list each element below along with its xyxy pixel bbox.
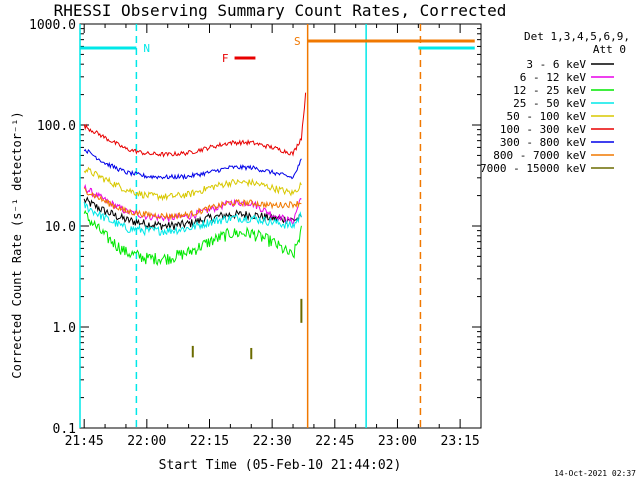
flags-group: N F S [80, 35, 475, 65]
y-axis-label: Corrected Count Rate (s⁻¹ detector⁻¹) [10, 111, 24, 378]
legend-label: 25 - 50 keV [513, 97, 586, 110]
legend-label: 800 - 7000 keV [493, 149, 586, 162]
series-line-6 [83, 148, 302, 181]
y-tick-label: 0.1 [53, 422, 76, 437]
legend-header-line1: Det 1,3,4,5,6,9, [524, 30, 630, 43]
legend-label: 12 - 25 keV [513, 84, 586, 97]
legend-label: 3 - 6 keV [526, 58, 586, 71]
series-group [83, 92, 307, 360]
x-tick-label: 21:45 [65, 434, 104, 449]
legend-label: 6 - 12 keV [520, 71, 587, 84]
x-tick-label: 22:45 [315, 434, 354, 449]
series-line-2 [83, 209, 302, 267]
flag-label-s: S [294, 35, 301, 48]
y-tick-label: 10.0 [45, 220, 76, 235]
x-tick-label: 22:15 [190, 434, 229, 449]
legend-label: 50 - 100 keV [507, 110, 587, 123]
legend-label: 300 - 800 keV [500, 136, 586, 149]
flag-label-f: F [222, 52, 229, 65]
series-line-4 [83, 166, 302, 202]
chart-title: RHESSI Observing Summary Count Rates, Co… [54, 1, 507, 20]
x-tick-label: 22:30 [253, 434, 292, 449]
y-tick-label: 1000.0 [29, 18, 76, 33]
x-tick-label: 23:00 [378, 434, 417, 449]
x-tick-label: 23:15 [441, 434, 480, 449]
y-tick-label: 1.0 [53, 321, 76, 336]
series-line-7 [83, 187, 302, 221]
x-axis-label: Start Time (05-Feb-10 21:44:02) [159, 458, 402, 473]
y-tick-label: 100.0 [37, 119, 76, 134]
legend-label: 7000 - 15000 keV [480, 162, 586, 175]
series-line-3 [83, 201, 302, 237]
footer-date: 14-Oct-2021 02:37 [554, 469, 636, 478]
legend-header-line2: Att 0 [593, 43, 626, 56]
series-line-5 [83, 92, 307, 158]
x-tick-label: 22:00 [127, 434, 166, 449]
flag-label-n: N [143, 42, 150, 55]
legend-label: 100 - 300 keV [500, 123, 586, 136]
vertical-lines-group [79, 24, 422, 428]
